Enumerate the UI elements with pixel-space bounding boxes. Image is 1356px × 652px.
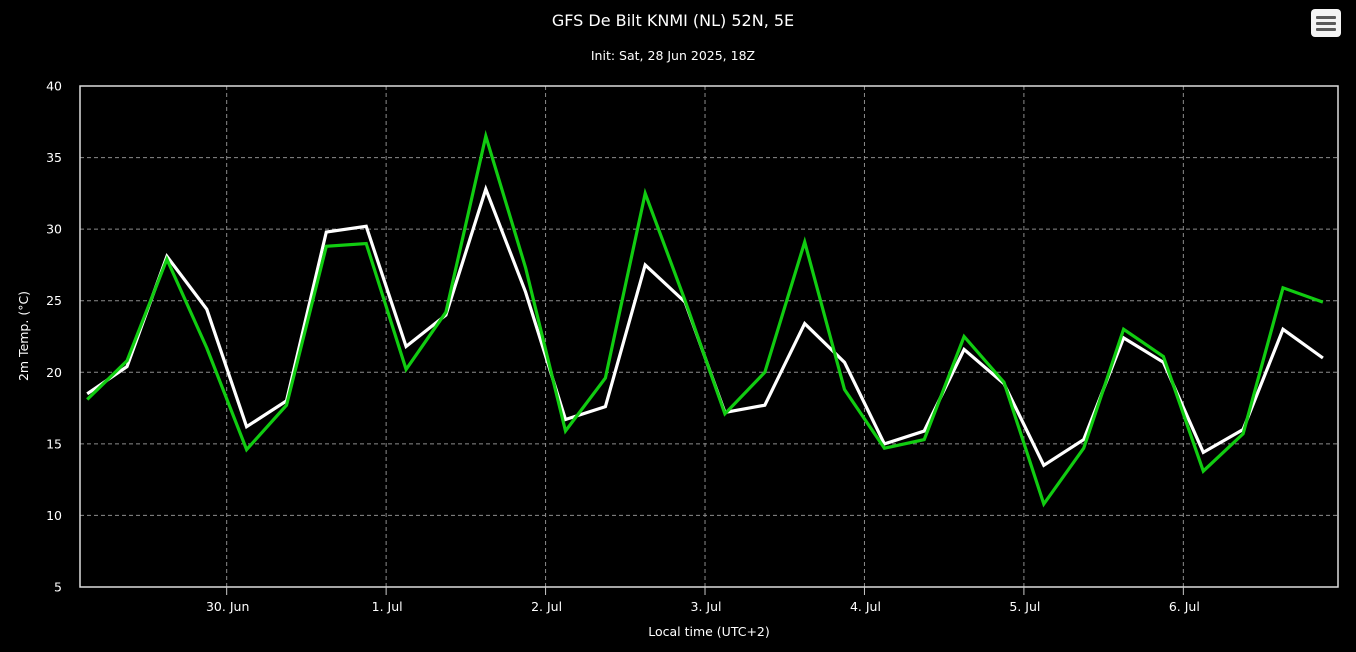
x-tick-label: 6. Jul	[1169, 599, 1200, 614]
y-axis-label: 2m Temp. (°C)	[16, 291, 31, 381]
x-tick-label: 2. Jul	[531, 599, 562, 614]
y-tick-label: 30	[46, 222, 62, 237]
x-tick-label: 5. Jul	[1009, 599, 1040, 614]
plot-frame	[79, 85, 1339, 588]
y-tick-label: 5	[54, 580, 62, 595]
y-tick-label: 35	[46, 150, 62, 165]
chart-title: GFS De Bilt KNMI (NL) 52N, 5E	[552, 11, 794, 30]
series-line-2	[86, 129, 1324, 508]
grid	[80, 86, 1338, 587]
y-tick-label: 10	[46, 508, 62, 523]
y-tick-label: 40	[46, 79, 62, 94]
y-tick-label: 15	[46, 436, 62, 451]
menu-bar-icon	[1316, 28, 1336, 31]
chart-menu-button[interactable]	[1311, 9, 1341, 37]
y-axis-ticks: 5 10 15 20 25 30 35 40	[46, 79, 62, 595]
chart-subtitle: Init: Sat, 28 Jun 2025, 18Z	[591, 48, 755, 63]
menu-bar-icon	[1316, 22, 1336, 25]
x-axis-label: Local time (UTC+2)	[648, 624, 770, 639]
x-axis-ticks: 30. Jun 1. Jul 2. Jul 3. Jul 4. Jul 5. Jul 6. …	[206, 587, 1200, 614]
series-group	[86, 129, 1324, 508]
x-tick-label: 1. Jul	[372, 599, 403, 614]
x-tick-label: 4. Jul	[850, 599, 881, 614]
x-tick-label: 3. Jul	[691, 599, 722, 614]
x-tick-label: 30. Jun	[206, 599, 249, 614]
y-tick-label: 25	[46, 293, 62, 308]
y-tick-label: 20	[46, 365, 62, 380]
menu-bar-icon	[1316, 16, 1336, 19]
